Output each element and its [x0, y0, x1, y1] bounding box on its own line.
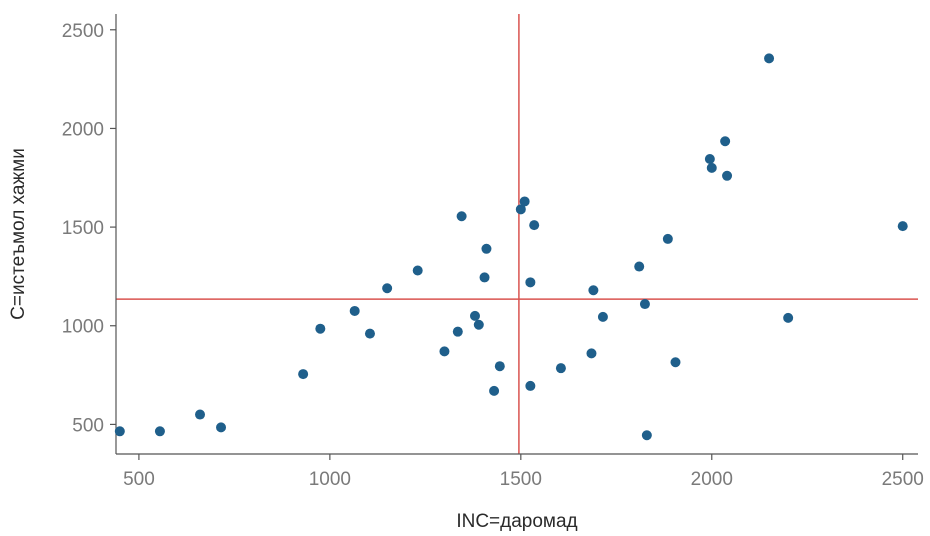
reference-lines	[116, 14, 918, 454]
data-point	[529, 220, 540, 231]
data-point	[706, 162, 717, 173]
x-tick-label: 2000	[691, 469, 733, 490]
x-tick-label: 1000	[309, 469, 351, 490]
data-point	[439, 346, 450, 357]
data-point	[349, 305, 360, 316]
data-point	[722, 170, 733, 181]
data-point	[298, 369, 309, 380]
data-point	[783, 312, 794, 323]
data-point	[764, 53, 775, 64]
data-point	[634, 261, 645, 272]
data-point	[489, 385, 500, 396]
data-point	[639, 299, 650, 310]
x-ticks: 500 1000 1500 2000 2500	[123, 454, 924, 490]
x-tick-label: 2500	[882, 469, 924, 490]
y-tick-label: 1500	[62, 218, 104, 239]
data-point	[515, 204, 526, 215]
data-point	[481, 243, 492, 254]
data-point	[704, 154, 715, 165]
y-tick-label: 1000	[62, 317, 104, 338]
data-point	[519, 196, 530, 207]
data-point	[114, 426, 125, 437]
data-point	[469, 310, 480, 321]
y-tick-label: 500	[72, 415, 104, 436]
y-tick-label: 2000	[62, 119, 104, 140]
data-point	[412, 265, 423, 276]
data-point	[456, 211, 467, 222]
data-point	[479, 272, 490, 283]
y-ticks: 500 1000 1500 2000 2500	[62, 21, 116, 436]
data-point	[473, 319, 484, 330]
data-point	[452, 326, 463, 337]
data-point	[216, 422, 227, 433]
data-point	[670, 357, 681, 368]
data-point	[597, 311, 608, 322]
data-point	[555, 363, 566, 374]
data-point	[195, 409, 206, 420]
data-point	[662, 233, 673, 244]
data-point	[588, 285, 599, 296]
data-point	[525, 277, 536, 288]
data-point	[641, 430, 652, 441]
data-point	[525, 380, 536, 391]
x-tick-label: 1500	[500, 469, 542, 490]
data-point	[154, 426, 165, 437]
axes	[115, 14, 918, 455]
data-point	[315, 323, 326, 334]
y-axis-title: C=истеъмол хажми	[8, 148, 29, 320]
x-axis-title: INC=даромад	[456, 511, 577, 532]
data-point	[364, 328, 375, 339]
data-point	[494, 361, 505, 372]
data-point	[897, 221, 908, 232]
data-point	[720, 136, 731, 147]
y-tick-label: 2500	[62, 21, 104, 42]
data-points	[114, 53, 908, 441]
data-point	[586, 348, 597, 359]
data-point	[382, 283, 393, 294]
x-tick-label: 500	[123, 469, 155, 490]
